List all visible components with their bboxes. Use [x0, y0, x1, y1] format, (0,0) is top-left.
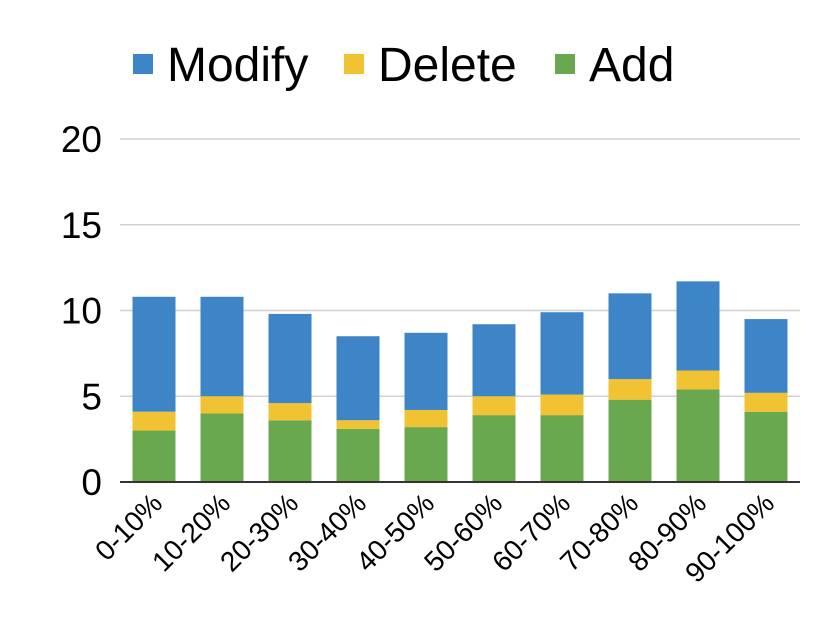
bar-modify-90-100% — [744, 319, 788, 393]
y-tick-label-10: 10 — [61, 291, 102, 332]
bar-add-90-100% — [744, 411, 788, 482]
bar-delete-50-60% — [472, 396, 516, 416]
bar-delete-70-80% — [608, 379, 652, 400]
bar-delete-20-30% — [268, 403, 312, 421]
bar-add-20-30% — [268, 420, 312, 482]
y-tick-label-0: 0 — [81, 462, 102, 503]
bar-delete-90-100% — [744, 392, 788, 412]
bar-modify-70-80% — [608, 293, 652, 380]
bar-add-60-70% — [540, 415, 584, 482]
legend-swatch-delete — [344, 54, 364, 74]
legend-label-modify: Modify — [167, 39, 308, 92]
bar-add-80-90% — [676, 389, 720, 482]
bar-add-0-10% — [132, 430, 176, 482]
bar-add-40-50% — [404, 427, 448, 482]
bar-add-50-60% — [472, 415, 516, 482]
bar-delete-40-50% — [404, 409, 448, 428]
bar-modify-30-40% — [336, 336, 380, 421]
x-axis-ticks: 0-10%10-20%20-30%30-40%40-50%50-60%60-70… — [89, 487, 780, 588]
legend-swatch-add — [555, 54, 575, 74]
legend-label-add: Add — [589, 39, 674, 92]
bar-modify-20-30% — [268, 313, 312, 404]
legend-swatch-modify — [133, 54, 153, 74]
legend: Modify Delete Add — [133, 39, 674, 92]
bar-add-30-40% — [336, 428, 380, 482]
bar-modify-50-60% — [472, 324, 516, 397]
bar-modify-0-10% — [132, 296, 176, 412]
bars — [132, 281, 788, 482]
y-tick-label-15: 15 — [61, 205, 102, 246]
bar-modify-10-20% — [200, 296, 244, 397]
bar-add-10-20% — [200, 413, 244, 482]
bar-modify-60-70% — [540, 312, 584, 395]
y-tick-label-20: 20 — [61, 119, 102, 160]
bar-delete-0-10% — [132, 411, 176, 431]
bar-modify-80-90% — [676, 281, 720, 371]
y-axis-ticks: 0 5 10 15 20 — [61, 119, 102, 503]
bar-delete-60-70% — [540, 394, 584, 416]
bar-modify-40-50% — [404, 332, 448, 410]
legend-label-delete: Delete — [378, 39, 517, 92]
bar-delete-10-20% — [200, 396, 244, 414]
y-tick-label-5: 5 — [81, 376, 102, 417]
bar-delete-30-40% — [336, 420, 380, 429]
bar-delete-80-90% — [676, 370, 720, 390]
bar-add-70-80% — [608, 399, 652, 482]
